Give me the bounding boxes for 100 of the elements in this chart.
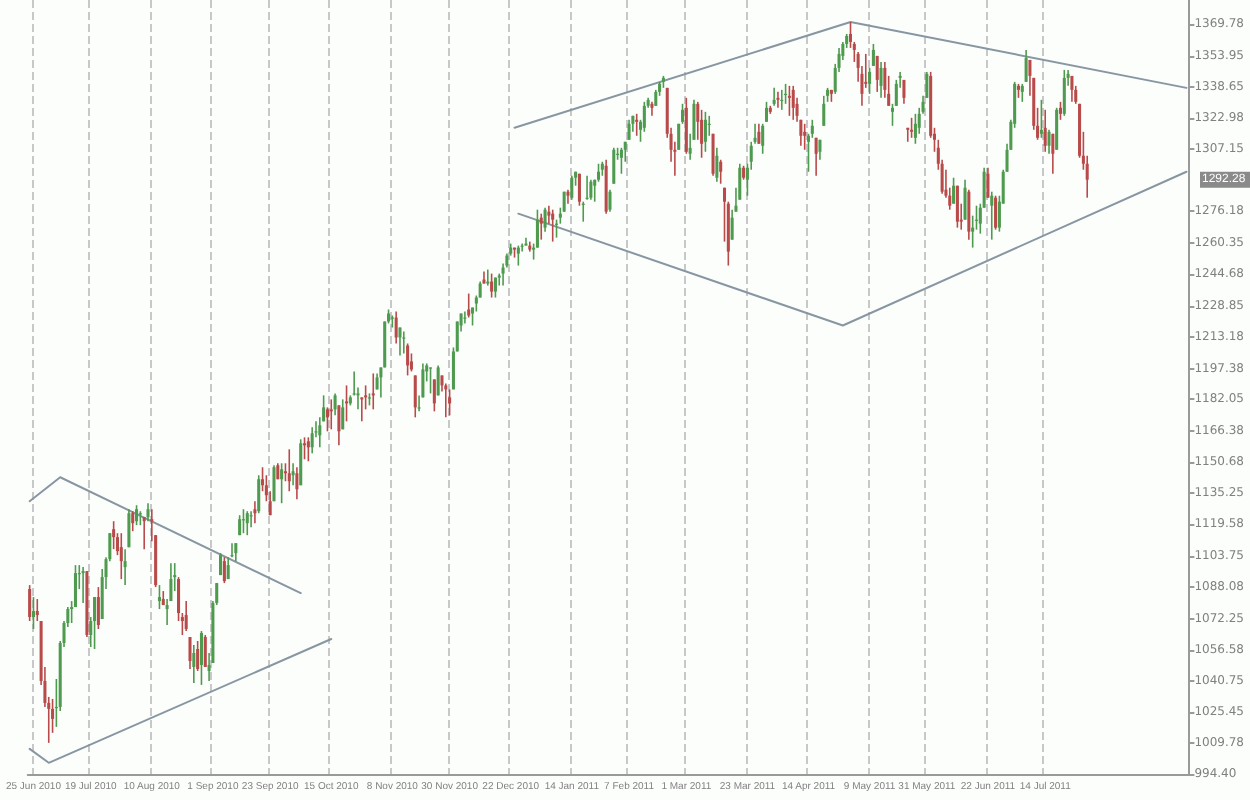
candlestick bbox=[551, 208, 555, 243]
candlestick bbox=[333, 392, 337, 417]
candlestick bbox=[543, 206, 547, 233]
candlestick bbox=[31, 596, 35, 630]
candlestick bbox=[875, 55, 879, 93]
candlestick bbox=[577, 172, 581, 207]
candlestick bbox=[967, 188, 971, 241]
candlestick bbox=[310, 426, 314, 455]
candlestick bbox=[955, 184, 959, 229]
candlestick bbox=[871, 43, 875, 67]
candlestick bbox=[253, 500, 257, 524]
candlestick bbox=[730, 208, 734, 241]
candlestick bbox=[719, 158, 723, 185]
candlestick bbox=[910, 117, 914, 139]
candlestick bbox=[608, 188, 612, 213]
candlestick bbox=[952, 176, 956, 205]
candlestick bbox=[379, 366, 383, 399]
candlestick bbox=[963, 178, 967, 221]
candlestick bbox=[142, 516, 146, 550]
candlestick bbox=[566, 188, 570, 205]
candlestick bbox=[635, 113, 639, 137]
candlestick bbox=[203, 634, 207, 668]
candlestick bbox=[432, 378, 436, 413]
candlestick bbox=[822, 95, 826, 127]
candlestick bbox=[96, 586, 100, 630]
candlestick bbox=[123, 548, 127, 586]
candlestick bbox=[879, 61, 883, 99]
candlestick bbox=[272, 464, 276, 503]
candlestick bbox=[1043, 109, 1047, 153]
candlestick bbox=[1039, 99, 1043, 139]
candlestick bbox=[490, 272, 494, 299]
candlestick bbox=[280, 462, 284, 505]
candlestick bbox=[112, 520, 116, 550]
candlestick bbox=[257, 474, 261, 514]
candlestick bbox=[345, 384, 349, 423]
candlestick bbox=[589, 178, 593, 201]
candlestick bbox=[299, 438, 303, 487]
candlestick bbox=[448, 388, 452, 417]
candlestick bbox=[986, 166, 990, 199]
candlestick bbox=[539, 212, 543, 241]
candlestick bbox=[291, 462, 295, 487]
candlestick bbox=[883, 61, 887, 99]
candlestick bbox=[868, 67, 872, 95]
candlestick bbox=[619, 146, 623, 175]
candlestick bbox=[131, 510, 135, 532]
candlestick bbox=[627, 119, 631, 141]
candlestick bbox=[127, 508, 131, 548]
candlestick bbox=[497, 272, 501, 287]
candlestick bbox=[444, 382, 448, 419]
candlestick bbox=[772, 87, 776, 107]
candlestick bbox=[764, 101, 769, 123]
candlestick bbox=[684, 97, 688, 155]
candlestick bbox=[413, 374, 417, 419]
candlestick bbox=[429, 366, 433, 395]
candlestick bbox=[677, 123, 681, 151]
candlestick bbox=[814, 136, 818, 177]
candlestick bbox=[803, 123, 807, 151]
candlestick bbox=[1070, 75, 1074, 103]
candlestick bbox=[738, 162, 742, 201]
candlestick bbox=[990, 190, 994, 241]
candlestick bbox=[612, 146, 616, 185]
candlestick bbox=[1051, 132, 1055, 175]
candlestick bbox=[188, 636, 192, 670]
candlestick bbox=[711, 132, 715, 177]
candlestick bbox=[398, 326, 402, 357]
candlestick bbox=[394, 310, 398, 345]
candlestick bbox=[703, 111, 707, 153]
candlestick bbox=[199, 630, 203, 686]
candlestick bbox=[1047, 129, 1051, 155]
candlestick bbox=[436, 364, 440, 397]
candlestick bbox=[524, 236, 528, 247]
candlestick bbox=[295, 466, 299, 501]
candlestick bbox=[971, 214, 975, 249]
candlestick bbox=[35, 598, 39, 622]
candlestick bbox=[306, 436, 310, 463]
candlestick bbox=[28, 584, 32, 622]
candlestick bbox=[196, 640, 200, 672]
candlestick bbox=[261, 466, 265, 493]
candlestick bbox=[81, 566, 85, 604]
candlestick bbox=[726, 200, 730, 267]
candlestick bbox=[329, 398, 333, 431]
candlestick bbox=[791, 85, 795, 121]
candlestick bbox=[994, 194, 998, 231]
candlestick bbox=[516, 244, 520, 267]
candlestick bbox=[787, 85, 791, 117]
candlestick bbox=[230, 542, 234, 558]
candlestick bbox=[650, 101, 654, 117]
candlestick bbox=[680, 103, 685, 125]
candlestick bbox=[700, 109, 704, 159]
candlestick bbox=[467, 292, 471, 319]
candlestick bbox=[570, 174, 574, 201]
candlestick bbox=[325, 406, 329, 433]
candlestick bbox=[245, 510, 249, 536]
candlestick bbox=[757, 123, 761, 145]
candlestick bbox=[402, 330, 406, 355]
candlestick bbox=[1024, 49, 1028, 83]
candlestick bbox=[287, 448, 291, 493]
candlestick bbox=[222, 556, 226, 584]
candlestick bbox=[486, 268, 490, 287]
candlestick bbox=[406, 342, 410, 377]
